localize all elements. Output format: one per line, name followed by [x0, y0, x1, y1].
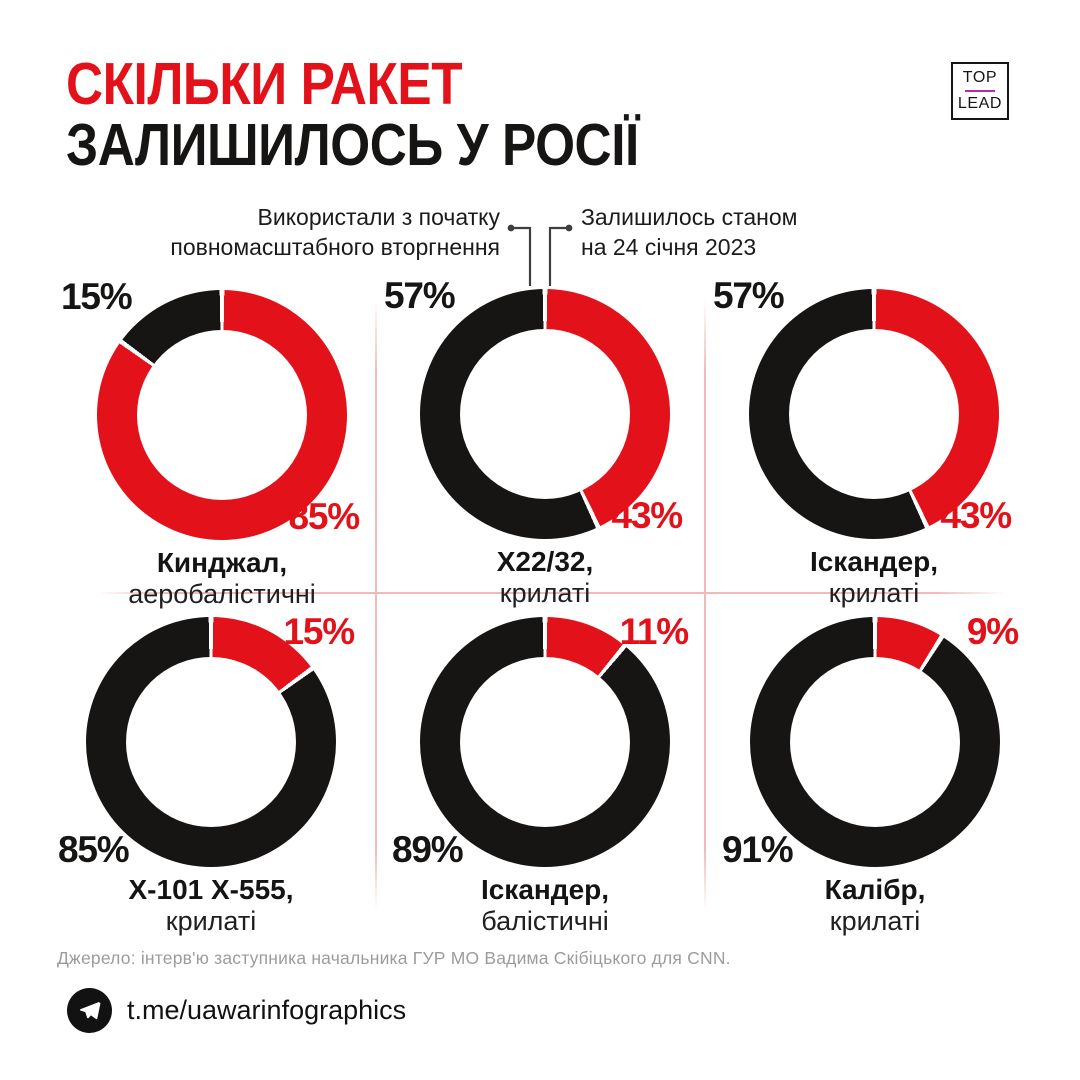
- donut-caption: Х22/32, крилаті: [380, 545, 710, 610]
- donut-caption: Х-101 Х-555, крилаті: [46, 873, 376, 938]
- donut-hole: [460, 657, 630, 827]
- legend-used-line2: повномасштабного вторгнення: [170, 233, 500, 260]
- legend-remaining-line1: Залишилось станом: [581, 204, 798, 230]
- missile-type: крилаті: [828, 578, 920, 609]
- donut-caption: Калібр, крилаті: [710, 873, 1040, 938]
- donut-hole: [789, 329, 959, 499]
- grid-divider-vertical-2: [704, 299, 706, 911]
- telegram-link[interactable]: t.me/uawarinfographics: [67, 988, 406, 1033]
- used-percent-label: 89%: [392, 829, 464, 870]
- used-percent-label: 15%: [61, 276, 133, 317]
- used-percent-label: 57%: [384, 275, 456, 316]
- missile-name: Іскандер,: [809, 546, 939, 577]
- donut-chart-3: 57% 43% Іскандер, крилаті: [713, 275, 1012, 608]
- remaining-percent-label: 11%: [619, 611, 690, 652]
- donut-hole: [790, 657, 960, 827]
- legend-used-label: Використали з початку повномасштабного в…: [140, 203, 500, 263]
- title-line1: СКІЛЬКИ РАКЕТ: [66, 51, 463, 117]
- missile-name: Х22/32,: [496, 546, 594, 577]
- legend-remaining-line2: на 24 січня 2023: [581, 233, 757, 260]
- missile-name: Х-101 Х-555,: [128, 874, 294, 905]
- missile-type: крилаті: [165, 906, 257, 937]
- logo-lead-text: LEAD: [957, 95, 1003, 112]
- donut-chart-1: 15% 85% Кинджал, аеробалістичні: [61, 276, 360, 609]
- source-note: Джерело: інтерв'ю заступника начальника …: [57, 948, 731, 968]
- grid-divider-vertical-1: [375, 299, 377, 911]
- donut-hole: [126, 657, 296, 827]
- missile-name: Калібр,: [824, 874, 926, 905]
- remaining-percent-label: 9%: [966, 611, 1019, 652]
- page-title: СКІЛЬКИ РАКЕТ ЗАЛИШИЛОСЬ У РОСІЇ: [66, 51, 639, 179]
- missile-name: Іскандер,: [480, 874, 610, 905]
- missile-type: аеробалістичні: [128, 579, 316, 610]
- legend-remaining-label: Залишилось станом на 24 січня 2023: [581, 203, 797, 263]
- donut-hole: [137, 330, 307, 500]
- donut-chart-6: 91% 9% Калібр, крилаті: [722, 611, 1019, 936]
- missile-type: крилаті: [499, 578, 591, 609]
- remaining-percent-label: 85%: [288, 496, 361, 537]
- donut-caption: Іскандер, балістичні: [380, 873, 710, 938]
- remaining-percent-label: 43%: [940, 495, 1013, 536]
- used-percent-label: 91%: [722, 829, 794, 870]
- grid-divider-horizontal: [97, 592, 1007, 594]
- missile-type: крилаті: [829, 906, 921, 937]
- donut-chart-2: 57% 43% Х22/32, крилаті: [384, 275, 683, 608]
- used-percent-label: 85%: [58, 829, 130, 870]
- used-percent-label: 57%: [713, 275, 785, 316]
- title-line2: ЗАЛИШИЛОСЬ У РОСІЇ: [66, 112, 639, 179]
- toplead-logo: TOP LEAD: [951, 62, 1009, 120]
- telegram-handle: t.me/uawarinfographics: [127, 995, 407, 1025]
- telegram-icon: [67, 988, 112, 1033]
- missile-type: балістичні: [481, 906, 609, 937]
- missile-name: Кинджал,: [156, 547, 288, 578]
- donut-caption: Кинджал, аеробалістичні: [57, 546, 387, 611]
- logo-divider: [965, 90, 995, 92]
- donut-caption: Іскандер, крилаті: [709, 545, 1039, 610]
- donut-hole: [460, 329, 630, 499]
- donut-chart-5: 89% 11% Іскандер, балістичні: [392, 611, 689, 936]
- remaining-percent-label: 15%: [283, 611, 356, 652]
- legend-used-line1: Використали з початку: [257, 204, 500, 230]
- logo-top-text: TOP: [962, 69, 998, 86]
- remaining-percent-label: 43%: [611, 495, 684, 536]
- donut-chart-4: 85% 15% Х-101 Х-555, крилаті: [58, 611, 355, 936]
